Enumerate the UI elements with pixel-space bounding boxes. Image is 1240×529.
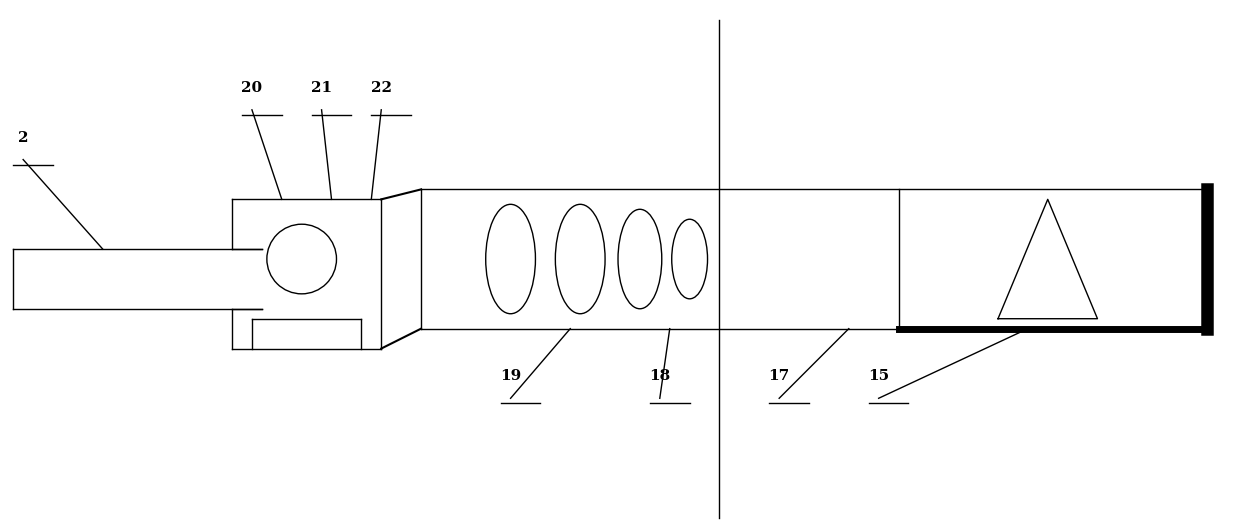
Text: 22: 22 [371,81,392,95]
Text: 17: 17 [769,369,790,384]
Text: 21: 21 [311,81,332,95]
Text: 19: 19 [500,369,521,384]
Text: 20: 20 [242,81,263,95]
Text: 15: 15 [868,369,889,384]
Text: 18: 18 [650,369,671,384]
Text: 2: 2 [17,131,29,144]
